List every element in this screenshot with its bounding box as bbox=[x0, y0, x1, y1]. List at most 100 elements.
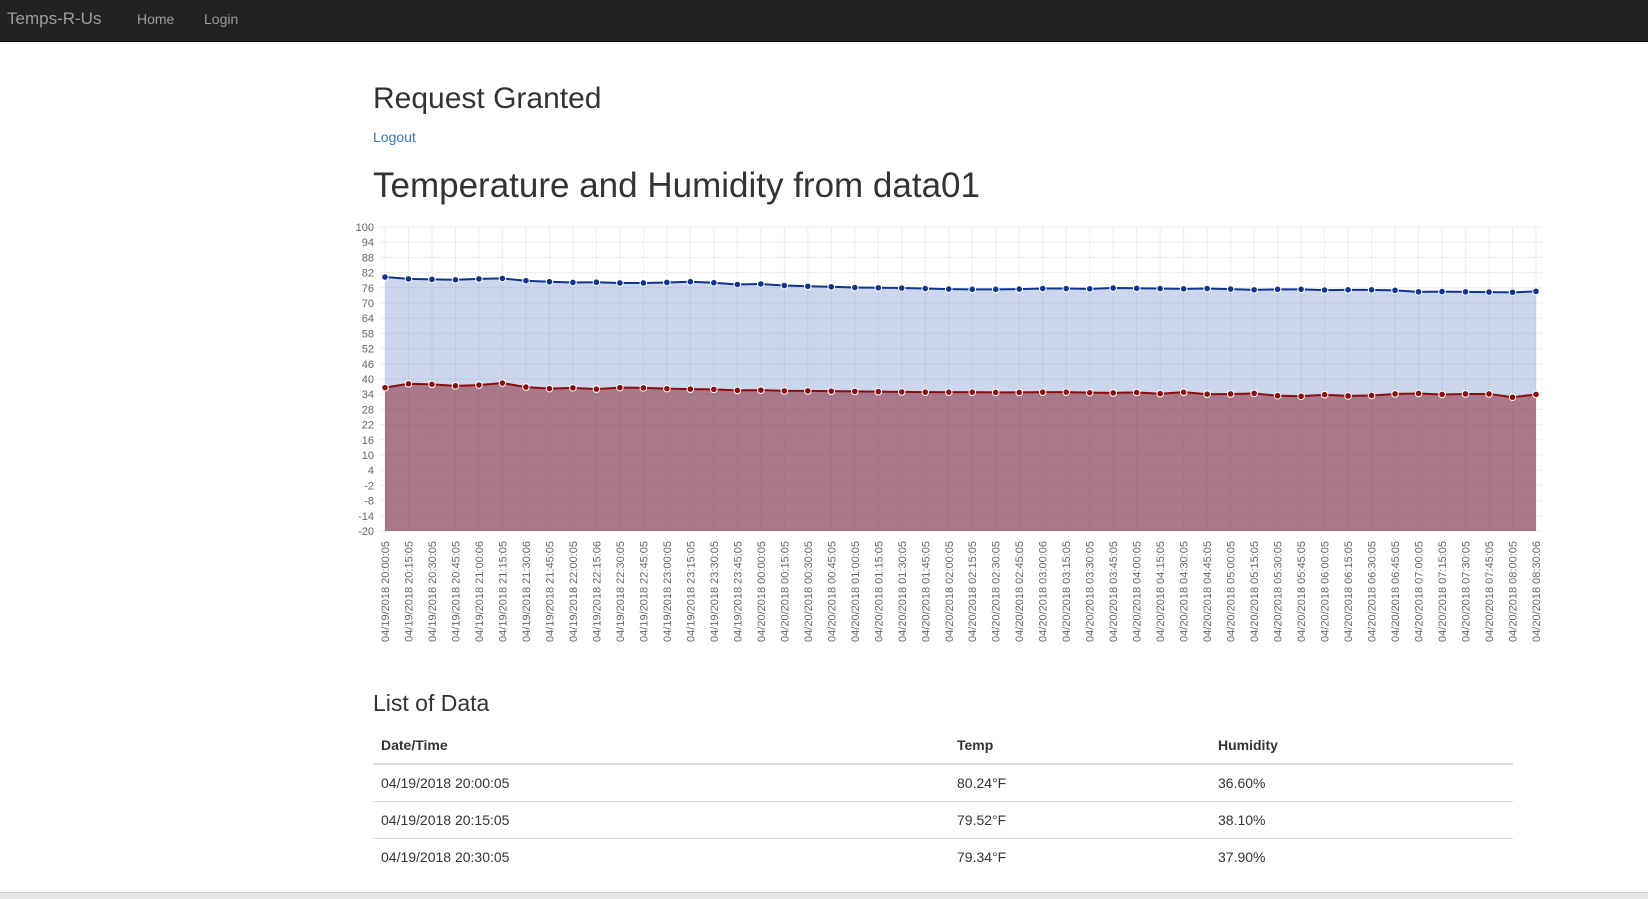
x-tick-label: 04/20/2018 00:30:05 bbox=[803, 541, 815, 642]
x-tick-label: 04/20/2018 08:00:05 bbox=[1508, 541, 1520, 642]
y-tick-label: 70 bbox=[362, 298, 374, 310]
table-header-row: Date/Time Temp Humidity bbox=[373, 727, 1513, 765]
temp-series-point bbox=[733, 280, 742, 289]
humidity-series-point bbox=[1203, 390, 1211, 398]
temp-series-point bbox=[545, 277, 554, 286]
temp-series-line bbox=[384, 276, 1537, 294]
cell-temp: 79.34°F bbox=[949, 838, 1210, 875]
humidity-series-point bbox=[1508, 393, 1517, 402]
temp-series-point bbox=[991, 285, 1000, 294]
x-tick-label: 04/20/2018 04:30:05 bbox=[1179, 541, 1191, 642]
temp-series-point bbox=[944, 285, 953, 293]
humidity-series-point bbox=[1109, 389, 1117, 397]
temp-series-point bbox=[1485, 288, 1493, 296]
x-tick-label: 04/19/2018 21:45:05 bbox=[544, 541, 556, 642]
temp-series-point bbox=[827, 282, 836, 291]
temp-series-point bbox=[1109, 284, 1117, 292]
temp-series-point bbox=[592, 278, 601, 287]
y-tick-label: 16 bbox=[362, 435, 374, 447]
logout-link[interactable]: Logout bbox=[373, 129, 416, 145]
x-tick-label: 04/20/2018 05:15:05 bbox=[1249, 541, 1261, 642]
x-tick-label: 04/20/2018 05:00:05 bbox=[1226, 541, 1238, 642]
humidity-series-point bbox=[639, 384, 648, 392]
humidity-series-point bbox=[1414, 389, 1423, 398]
temp-series-point bbox=[757, 280, 765, 288]
temp-series-point bbox=[1038, 284, 1047, 293]
temp-series-point bbox=[1085, 285, 1094, 293]
temp-series-point bbox=[663, 278, 671, 287]
humidity-series-point bbox=[1015, 388, 1024, 397]
humidity-series-point bbox=[1226, 390, 1235, 398]
x-tick-label: 04/19/2018 21:00:06 bbox=[474, 541, 486, 642]
temp-series-point bbox=[1132, 284, 1141, 293]
x-tick-label: 04/20/2018 02:30:05 bbox=[991, 541, 1003, 642]
humidity-series-point bbox=[663, 384, 671, 393]
cell-datetime: 04/19/2018 20:30:05 bbox=[373, 838, 949, 875]
humidity-series-point bbox=[475, 381, 483, 389]
x-tick-label: 04/20/2018 03:45:05 bbox=[1108, 541, 1120, 642]
table-row: 04/19/2018 20:00:05 80.24°F 36.60% bbox=[373, 763, 1513, 802]
y-tick-label: -8 bbox=[364, 496, 374, 508]
humidity-series-point bbox=[1391, 390, 1399, 398]
nav-login-link[interactable]: Login bbox=[204, 11, 239, 27]
header-datetime: Date/Time bbox=[373, 727, 949, 765]
x-tick-label: 04/20/2018 04:45:05 bbox=[1202, 541, 1214, 642]
humidity-series-point bbox=[1273, 391, 1282, 400]
humidity-series-point bbox=[897, 388, 906, 396]
humidity-series-point bbox=[1485, 390, 1493, 398]
navbar: Temps-R-Us Home Login bbox=[0, 0, 1648, 42]
x-tick-label: 04/20/2018 05:45:05 bbox=[1296, 541, 1308, 642]
temp-series-point bbox=[1532, 287, 1540, 296]
temp-series-point bbox=[639, 279, 648, 287]
x-tick-label: 04/20/2018 06:00:05 bbox=[1320, 541, 1332, 642]
humidity-series-point bbox=[404, 380, 413, 388]
temp-series-point bbox=[498, 274, 507, 283]
humidity-series-point bbox=[921, 388, 930, 396]
temp-series-point bbox=[1414, 288, 1423, 296]
x-tick-label: 04/19/2018 20:15:05 bbox=[403, 541, 415, 642]
header-humidity: Humidity bbox=[1210, 727, 1513, 765]
temp-series-point bbox=[804, 282, 812, 291]
temp-series-point bbox=[874, 284, 883, 292]
brand-link[interactable]: Temps-R-Us bbox=[7, 9, 102, 28]
temp-series-point bbox=[850, 283, 859, 292]
humidity-series-point bbox=[804, 387, 812, 395]
y-tick-label: -14 bbox=[358, 511, 374, 523]
humidity-series-point bbox=[381, 383, 389, 392]
temp-series-point bbox=[1367, 286, 1376, 294]
humidity-series-point bbox=[710, 385, 718, 394]
y-tick-label: 22 bbox=[362, 420, 374, 432]
temp-series-point bbox=[968, 285, 977, 294]
x-tick-label: 04/19/2018 21:30:06 bbox=[521, 541, 533, 642]
x-tick-label: 04/19/2018 23:00:05 bbox=[662, 541, 674, 642]
temp-series-point bbox=[1226, 285, 1235, 293]
horizontal-scrollbar[interactable] bbox=[0, 892, 1648, 899]
temp-series-point bbox=[428, 275, 436, 284]
nav-home-link[interactable]: Home bbox=[137, 11, 175, 27]
temp-series-point bbox=[1156, 284, 1164, 293]
cell-humidity: 37.90% bbox=[1210, 838, 1513, 875]
temp-series-point bbox=[1250, 286, 1258, 294]
temp-series-point bbox=[1062, 284, 1071, 293]
humidity-series-point bbox=[757, 386, 765, 394]
x-tick-label: 04/19/2018 20:00:05 bbox=[380, 541, 392, 642]
temp-series-point bbox=[475, 275, 483, 283]
y-tick-label: 64 bbox=[362, 313, 374, 325]
cell-temp: 80.24°F bbox=[949, 763, 1210, 802]
humidity-series-area bbox=[385, 383, 1536, 531]
temp-series-point bbox=[1320, 286, 1329, 294]
humidity-series-point bbox=[522, 383, 530, 391]
temp-series-point bbox=[569, 278, 577, 287]
humidity-series-point bbox=[827, 387, 836, 395]
x-tick-label: 04/20/2018 01:30:05 bbox=[897, 541, 909, 642]
humidity-series-point bbox=[1344, 392, 1352, 400]
temp-series-point bbox=[710, 278, 718, 287]
y-tick-label: 46 bbox=[362, 359, 374, 371]
temp-series-point bbox=[1273, 285, 1282, 294]
humidity-series-point bbox=[1250, 389, 1258, 398]
temp-series-point bbox=[1297, 285, 1305, 294]
temp-series-point bbox=[921, 284, 930, 293]
temp-series-point bbox=[381, 273, 389, 281]
x-tick-label: 04/20/2018 02:15:05 bbox=[967, 541, 979, 642]
temp-series-point bbox=[451, 275, 460, 284]
